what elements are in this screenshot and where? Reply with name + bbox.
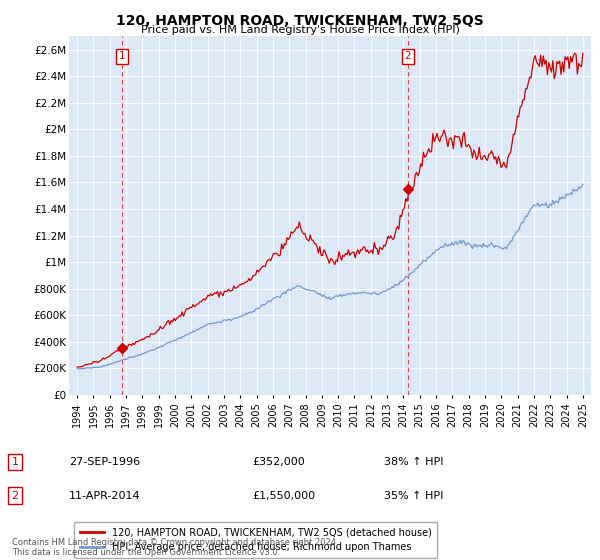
Text: £1,550,000: £1,550,000 xyxy=(252,491,315,501)
Text: 27-SEP-1996: 27-SEP-1996 xyxy=(69,457,140,467)
Text: 1: 1 xyxy=(11,457,19,467)
Legend: 120, HAMPTON ROAD, TWICKENHAM, TW2 5QS (detached house), HPI: Average price, det: 120, HAMPTON ROAD, TWICKENHAM, TW2 5QS (… xyxy=(74,521,437,558)
Text: 120, HAMPTON ROAD, TWICKENHAM, TW2 5QS: 120, HAMPTON ROAD, TWICKENHAM, TW2 5QS xyxy=(116,14,484,28)
Text: 1: 1 xyxy=(119,51,125,61)
Text: Contains HM Land Registry data © Crown copyright and database right 2024.
This d: Contains HM Land Registry data © Crown c… xyxy=(12,538,338,557)
Text: Price paid vs. HM Land Registry's House Price Index (HPI): Price paid vs. HM Land Registry's House … xyxy=(140,25,460,35)
Text: 38% ↑ HPI: 38% ↑ HPI xyxy=(384,457,443,467)
Text: 35% ↑ HPI: 35% ↑ HPI xyxy=(384,491,443,501)
Text: 2: 2 xyxy=(404,51,411,61)
Text: 2: 2 xyxy=(11,491,19,501)
Text: £352,000: £352,000 xyxy=(252,457,305,467)
Text: 11-APR-2014: 11-APR-2014 xyxy=(69,491,140,501)
